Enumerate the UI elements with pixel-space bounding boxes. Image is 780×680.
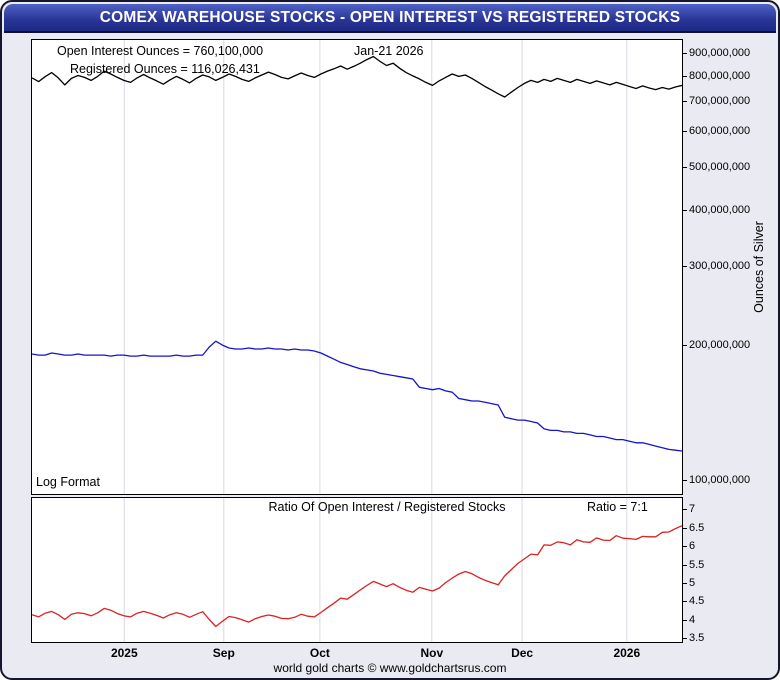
- main-chart-panel: [31, 39, 683, 495]
- y-axis-ounces: 100,000,000 200,000,000 300,000,000 400,000…: [683, 40, 777, 494]
- y-tick-label: 700,000,000: [689, 95, 751, 108]
- y-tick-mark: [683, 619, 687, 621]
- y-tick-label: 600,000,000: [689, 125, 751, 138]
- y-tick-label: 5: [689, 576, 696, 589]
- y-tick-label: 900,000,000: [689, 46, 751, 59]
- y-tick-mark: [683, 509, 687, 511]
- ratio-chart-panel: [31, 497, 683, 643]
- y-tick-mark: [683, 601, 687, 603]
- y-tick-label: 400,000,000: [689, 204, 751, 217]
- y-tick-mark: [683, 101, 687, 103]
- open-interest-annotation: Open Interest Ounces = 760,100,000: [57, 44, 264, 58]
- y-tick-mark: [683, 546, 687, 547]
- y-tick-label: 7: [689, 503, 696, 516]
- y-tick-label: 200,000,000: [689, 339, 751, 352]
- y-tick-mark: [683, 131, 687, 133]
- x-axis-label: 2025: [110, 646, 138, 660]
- y-tick-label: 6: [689, 540, 696, 552]
- registered-line: [32, 340, 682, 452]
- y-tick-label: 3.5: [689, 632, 705, 645]
- x-axis-label: Nov: [420, 646, 444, 660]
- y-tick-mark: [683, 166, 687, 168]
- y-tick-mark: [683, 582, 687, 584]
- y-tick-label: 300,000,000: [689, 260, 751, 273]
- x-axis-label: Dec: [511, 646, 534, 660]
- y-tick-mark: [683, 210, 687, 212]
- y-tick-mark: [683, 564, 687, 566]
- main-chart: [32, 40, 682, 494]
- ratio-value-label: Ratio = 7:1: [587, 500, 648, 514]
- date-annotation: Jan-21 2026: [354, 44, 424, 58]
- y-tick-mark: [683, 638, 687, 640]
- y-tick-mark: [683, 527, 687, 529]
- y-tick-label: 800,000,000: [689, 69, 751, 82]
- x-axis-label: Sep: [212, 646, 235, 660]
- y-tick-label: 4: [689, 613, 696, 626]
- y-tick-mark: [683, 75, 687, 77]
- chart-title-bar: COMEX WAREHOUSE STOCKS - OPEN INTEREST V…: [4, 4, 776, 33]
- y-axis-title: Ounces of Silver: [752, 221, 766, 313]
- y-tick-label: 6.5: [689, 521, 705, 534]
- x-axis: 2025 Sep Oct Nov Dec 2026: [32, 646, 682, 662]
- x-axis-label: 2026: [613, 646, 641, 660]
- y-tick-label: 5.5: [689, 558, 705, 571]
- page-title: COMEX WAREHOUSE STOCKS - OPEN INTEREST V…: [99, 9, 681, 26]
- y-tick-label: 500,000,000: [689, 160, 751, 173]
- y-axis-ratio: 3.5 4 4.5 5 5.5 6 6.5 7: [683, 498, 777, 645]
- open-interest-line: [32, 55, 682, 98]
- y-tick-label: 100,000,000: [689, 473, 751, 486]
- y-tick-mark: [683, 266, 687, 268]
- y-tick-mark: [683, 52, 687, 54]
- ratio-chart: [32, 498, 682, 642]
- y-tick-mark: [683, 345, 687, 347]
- ratio-line: [32, 525, 682, 628]
- y-tick-mark: [683, 479, 687, 481]
- x-axis-label: Oct: [309, 646, 330, 660]
- y-tick-label: 4.5: [689, 595, 705, 608]
- log-format-label: Log Format: [36, 475, 100, 489]
- ratio-panel-title: Ratio Of Open Interest / Registered Stoc…: [268, 500, 506, 514]
- footer-credit: world gold charts © www.goldchartsrus.co…: [273, 661, 507, 675]
- registered-annotation: Registered Ounces = 116,026,431: [70, 62, 260, 76]
